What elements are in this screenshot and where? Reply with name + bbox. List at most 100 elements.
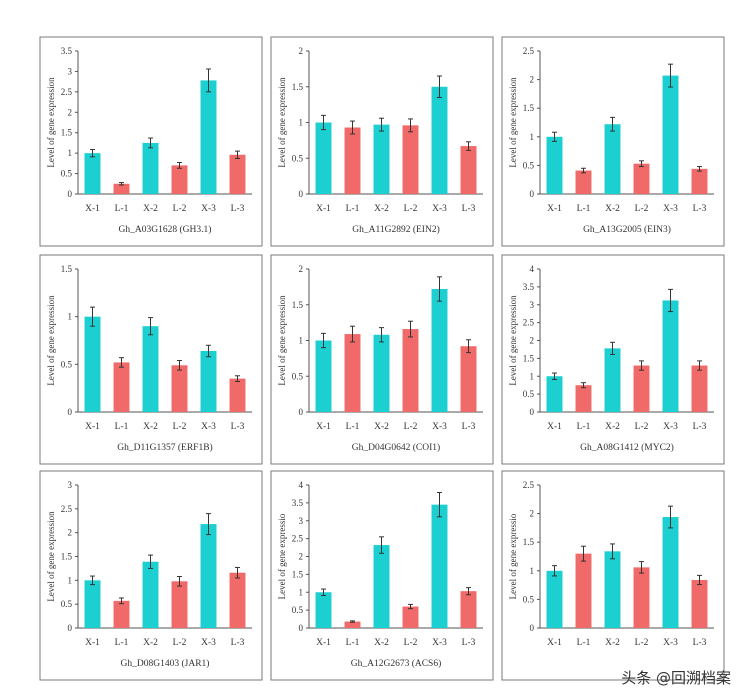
x-tick-label: L-3 xyxy=(231,638,245,648)
x-tick-label: X-2 xyxy=(374,422,389,432)
y-tick-label: 0.5 xyxy=(292,153,304,163)
bar-L-3 xyxy=(229,154,246,194)
chart-panel-8: 0 0.5 1 1.5 2 2.5 3 3.5 4 Level of gene expressio… xyxy=(270,470,494,681)
x-tick-label: L-3 xyxy=(693,204,707,214)
bar-L-2 xyxy=(402,606,419,628)
y-tick-label: 2 xyxy=(68,107,73,117)
bar-X-1 xyxy=(546,570,563,628)
x-tick-label: X-2 xyxy=(143,204,158,214)
bar-L-1 xyxy=(575,553,592,628)
x-tick-label: L-1 xyxy=(346,638,360,648)
bar-X-2 xyxy=(142,561,159,628)
bar-L-1 xyxy=(113,183,130,194)
chart-panel-9: 0 0.5 1 1.5 2 2.5 Level of gene expressio X-1 L-… xyxy=(501,470,725,681)
bar-L-1 xyxy=(575,170,592,194)
y-axis-label: Level of gene expression xyxy=(277,295,287,386)
x-tick-label: X-1 xyxy=(316,638,331,648)
bar-L-3 xyxy=(691,365,708,412)
x-tick-label: X-2 xyxy=(374,204,389,214)
x-tick-label: L-3 xyxy=(693,422,707,432)
x-tick-label: X-2 xyxy=(143,638,158,648)
chart-panel-5: 0 0.5 1 1.5 2 Level of gene expression X-1 L-1 X… xyxy=(270,254,494,465)
x-tick-label: L-2 xyxy=(635,638,649,648)
y-tick-label: 2 xyxy=(530,336,535,346)
bar-X-1 xyxy=(84,153,101,194)
x-tick-label: L-3 xyxy=(462,204,476,214)
bar-L-3 xyxy=(460,591,477,628)
y-tick-label: 1 xyxy=(299,118,304,128)
chart-panel-2: 0 0.5 1 1.5 2 Level of gene expression X-1 L-1 X… xyxy=(270,36,494,247)
x-tick-label: X-3 xyxy=(663,422,678,432)
bar-L-1 xyxy=(575,385,592,412)
bar-L-2 xyxy=(633,365,650,412)
x-tick-label: L-1 xyxy=(346,422,360,432)
y-tick-label: 0.5 xyxy=(61,599,73,609)
y-tick-label: 0 xyxy=(530,189,535,199)
bar-L-3 xyxy=(229,572,246,628)
bar-L-1 xyxy=(113,362,130,412)
bar-X-1 xyxy=(546,376,563,412)
x-tick-label: X-2 xyxy=(143,422,158,432)
y-tick-label: 3.5 xyxy=(523,282,535,292)
bar-X-3 xyxy=(200,80,217,194)
bar-L-3 xyxy=(691,579,708,628)
bar-X-3 xyxy=(431,86,448,194)
bar-L-3 xyxy=(691,168,708,194)
y-axis-label: Level of gene expression xyxy=(508,77,518,168)
x-tick-label: X-3 xyxy=(201,204,216,214)
x-tick-label: L-1 xyxy=(346,204,360,214)
y-tick-label: 0 xyxy=(68,623,73,633)
chart-panel-1: 0 0.5 1 1.5 2 2.5 3 3.5 Level of gene expression… xyxy=(39,36,263,247)
y-axis-label: Level of gene expression xyxy=(277,77,287,168)
x-tick-label: L-2 xyxy=(173,422,187,432)
x-tick-label: X-3 xyxy=(663,638,678,648)
x-tick-label: X-1 xyxy=(547,422,562,432)
chart-panel-6: 0 0.5 1 1.5 2 2.5 3 3.5 4 Level of gene expressio… xyxy=(501,254,725,465)
y-tick-label: 0.5 xyxy=(523,389,535,399)
y-tick-label: 0 xyxy=(299,189,304,199)
y-tick-label: 2.5 xyxy=(61,87,73,97)
bar-X-3 xyxy=(662,517,679,628)
y-axis-label: Level of gene expression xyxy=(46,295,56,386)
chart-title: Gh_D04G0642 (COI1) xyxy=(352,442,440,453)
y-tick-label: 0.5 xyxy=(292,371,304,381)
y-tick-label: 2 xyxy=(299,264,304,274)
bar-X-2 xyxy=(142,142,159,194)
x-tick-label: X-2 xyxy=(374,638,389,648)
x-tick-label: L-3 xyxy=(462,422,476,432)
y-tick-label: 1 xyxy=(530,566,535,576)
bar-X-3 xyxy=(200,350,217,412)
x-tick-label: L-2 xyxy=(404,422,418,432)
x-tick-label: L-1 xyxy=(577,638,591,648)
x-tick-label: L-3 xyxy=(231,422,245,432)
y-tick-label: 1.5 xyxy=(523,103,535,113)
y-tick-label: 0 xyxy=(299,407,304,417)
x-tick-label: L-2 xyxy=(404,638,418,648)
y-tick-label: 2 xyxy=(530,75,535,85)
bar-X-3 xyxy=(662,75,679,194)
bar-X-2 xyxy=(142,326,159,412)
bar-X-1 xyxy=(84,580,101,628)
x-tick-label: X-2 xyxy=(605,638,620,648)
bar-L-1 xyxy=(344,621,361,628)
y-tick-label: 0 xyxy=(530,407,535,417)
x-tick-label: L-3 xyxy=(693,638,707,648)
y-tick-label: 2.5 xyxy=(523,46,535,56)
x-tick-label: X-1 xyxy=(547,204,562,214)
x-tick-label: X-1 xyxy=(85,638,100,648)
x-tick-label: X-1 xyxy=(85,422,100,432)
x-tick-label: L-1 xyxy=(115,204,129,214)
chart-title: Gh_A12G2673 (ACS6) xyxy=(351,658,442,669)
y-tick-label: 0 xyxy=(299,623,304,633)
x-tick-label: X-3 xyxy=(201,638,216,648)
chart-panel-7: 0 0.5 1 1.5 2 2.5 3 Level of gene expression X-1… xyxy=(39,470,263,681)
y-tick-label: 3 xyxy=(68,66,73,76)
x-tick-label: X-3 xyxy=(663,204,678,214)
bar-X-3 xyxy=(431,289,448,412)
bar-L-2 xyxy=(633,163,650,194)
chart-title: Gh_D11G1357 (ERF1B) xyxy=(117,442,212,453)
y-tick-label: 3.5 xyxy=(61,46,73,56)
y-tick-label: 1 xyxy=(68,575,73,585)
bar-X-1 xyxy=(546,136,563,194)
bar-X-3 xyxy=(662,300,679,412)
